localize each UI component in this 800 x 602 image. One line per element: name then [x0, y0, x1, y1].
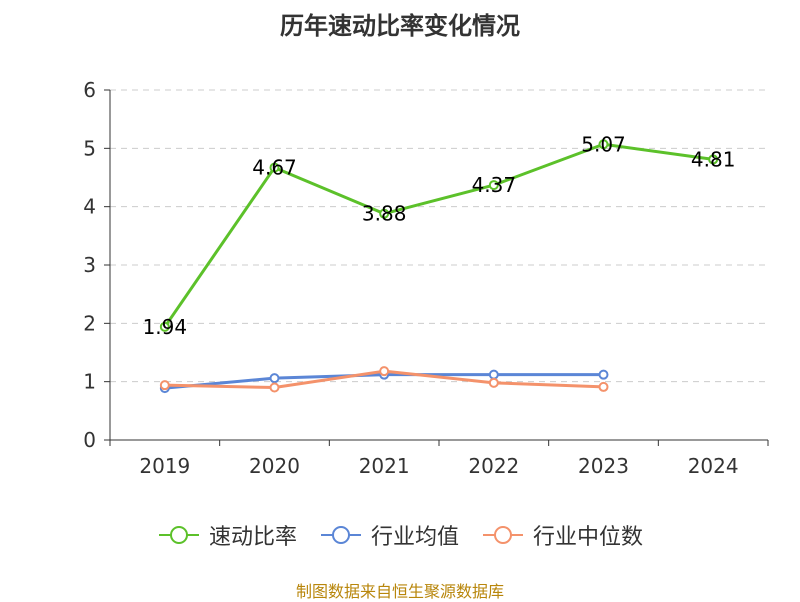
x-tick-label: 2023: [578, 454, 629, 478]
data-label: 4.67: [252, 156, 297, 180]
data-point: [269, 373, 280, 384]
data-label: 4.37: [472, 173, 517, 197]
legend-swatch-marker: [494, 526, 512, 544]
series-line: [163, 142, 714, 328]
legend-item-quick-ratio[interactable]: 速动比率: [157, 519, 297, 551]
y-tick-label: 2: [83, 311, 96, 335]
y-tick-label: 0: [83, 428, 96, 452]
data-point: [598, 381, 609, 392]
data-label: 1.94: [143, 315, 188, 339]
y-tick-label: 1: [83, 370, 96, 394]
y-tick-label: 6: [83, 78, 96, 102]
legend-item-industry-mean[interactable]: 行业均值: [319, 519, 459, 551]
legend-line-icon: [483, 526, 523, 544]
y-tick-label: 3: [83, 253, 96, 277]
legend-line-icon: [158, 526, 199, 544]
data-point: [708, 154, 719, 165]
data-point: [598, 139, 609, 150]
x-tick-label: 2020: [249, 454, 300, 478]
legend-label: 行业中位数: [533, 525, 644, 550]
y-tick-label: 4: [83, 195, 96, 219]
data-point: [159, 321, 170, 332]
data-point: [488, 369, 499, 380]
data-point: [488, 180, 499, 191]
data-point: [379, 366, 390, 377]
legend: 速动比率 行业均值 行业中位数: [0, 519, 800, 551]
data-point: [379, 208, 390, 219]
data-point: [159, 380, 170, 391]
data-source-note: 制图数据来自恒生聚源数据库: [295, 582, 504, 601]
data-point: [269, 382, 280, 393]
chart-title: 历年速动比率变化情况: [280, 12, 520, 40]
data-point: [488, 377, 499, 388]
data-label: 4.81: [691, 147, 736, 171]
legend-item-industry-median[interactable]: 行业中位数: [481, 519, 643, 551]
legend-swatch-marker: [169, 526, 188, 544]
data-label: 5.07: [581, 132, 626, 156]
legend-label: 速动比率: [208, 525, 297, 550]
x-tick-label: 2024: [688, 454, 739, 478]
legend-swatch-marker: [331, 526, 350, 544]
x-tick-label: 2022: [468, 454, 519, 478]
data-label: 3.88: [362, 202, 407, 226]
legend-line-icon: [320, 526, 361, 544]
x-tick-label: 2021: [359, 454, 410, 478]
data-point: [598, 369, 609, 380]
x-tick-label: 2019: [139, 454, 190, 478]
data-point: [269, 162, 280, 173]
y-tick-label: 5: [83, 136, 96, 160]
legend-label: 行业均值: [370, 525, 459, 550]
